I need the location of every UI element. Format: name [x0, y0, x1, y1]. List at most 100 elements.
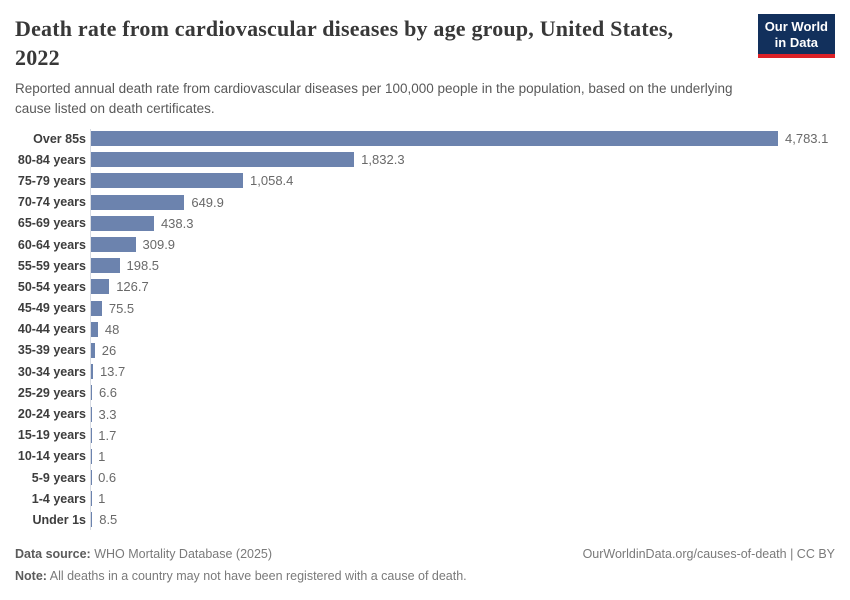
value-label: 1,832.3 [361, 152, 405, 168]
category-label: 65-69 years [17, 216, 86, 231]
bar-area: 309.9 [91, 234, 175, 255]
bar[interactable] [91, 364, 93, 380]
chart-row: 1-4 years 1 [15, 488, 835, 509]
bar[interactable] [91, 342, 95, 358]
value-label: 1,058.4 [250, 173, 294, 189]
data-source-line: Data source: WHO Mortality Database (202… [15, 546, 272, 562]
bar-area: 26 [91, 340, 116, 361]
footer: Data source: WHO Mortality Database (202… [15, 546, 835, 584]
chart-row: 55-59 years 198.5 [15, 255, 835, 276]
category-label: 50-54 years [17, 279, 86, 294]
bar-area: 6.6 [91, 382, 117, 403]
value-label: 4,783.1 [785, 131, 829, 147]
value-label: 3.3 [98, 406, 117, 422]
category-label: 60-64 years [17, 237, 86, 252]
category-label: 5-9 years [31, 470, 86, 485]
credit-link[interactable]: OurWorldinData.org/causes-of-death | CC … [582, 546, 835, 561]
bar-area: 48 [91, 319, 119, 340]
chart-row: Under 1s 8.5 [15, 509, 835, 530]
category-label: 80-84 years [17, 152, 86, 167]
value-label: 126.7 [116, 279, 149, 295]
footer-top: Data source: WHO Mortality Database (202… [15, 546, 835, 562]
value-label: 48 [104, 321, 120, 337]
bar[interactable] [91, 321, 98, 337]
category-label: 75-79 years [17, 173, 86, 188]
value-label: 1.7 [98, 427, 117, 443]
bar[interactable] [91, 300, 102, 316]
note-label: Note: [15, 568, 47, 583]
bar[interactable] [91, 131, 778, 147]
bar[interactable] [91, 215, 154, 231]
chart-row: 65-69 years 438.3 [15, 213, 835, 234]
bar[interactable] [91, 279, 110, 295]
chart-row: 5-9 years 0.6 [15, 467, 835, 488]
chart-row: 25-29 years 6.6 [15, 382, 835, 403]
chart-row: 70-74 years 649.9 [15, 192, 835, 213]
value-label: 1 [98, 491, 106, 507]
data-source-text: WHO Mortality Database (2025) [90, 546, 273, 561]
bar-area: 1.7 [91, 425, 116, 446]
owid-logo-line2: in Data [774, 35, 819, 50]
category-label: 30-34 years [17, 364, 86, 379]
chart-row: 15-19 years 1.7 [15, 425, 835, 446]
category-label: 25-29 years [17, 385, 86, 400]
category-label: 10-14 years [17, 449, 86, 464]
value-label: 198.5 [126, 258, 160, 274]
y-axis-line [90, 129, 91, 530]
value-label: 309.9 [142, 237, 176, 253]
owid-logo-line1: Our World [764, 19, 828, 34]
bar[interactable] [91, 385, 92, 401]
category-label: 40-44 years [17, 322, 86, 337]
category-label: 15-19 years [17, 428, 86, 443]
bar-area: 4,783.1 [91, 128, 828, 149]
bar-area: 438.3 [91, 213, 194, 234]
bar-area: 3.3 [91, 403, 117, 424]
value-label: 26 [101, 342, 117, 358]
value-label: 649.9 [191, 194, 224, 210]
bar[interactable] [91, 512, 93, 528]
bar-area: 13.7 [91, 361, 125, 382]
bar[interactable] [91, 173, 244, 189]
data-source-label: Data source: [15, 546, 91, 561]
category-label: 35-39 years [17, 343, 86, 358]
bar-area: 1 [91, 446, 105, 467]
bar[interactable] [91, 258, 120, 274]
chart-row: 35-39 years 26 [15, 340, 835, 361]
chart-title: Death rate from cardiovascular diseases … [15, 14, 758, 72]
title-block: Death rate from cardiovascular diseases … [15, 14, 758, 119]
value-label: 13.7 [99, 364, 126, 380]
chart-row: 30-34 years 13.7 [15, 361, 835, 382]
chart-row: 45-49 years 75.5 [15, 298, 835, 319]
bar[interactable] [91, 152, 355, 168]
bar-area: 198.5 [91, 255, 159, 276]
bar-chart: Over 85s 4,783.1 80-84 years 1,832.3 75-79 y… [15, 128, 835, 531]
chart-row: 40-44 years 48 [15, 319, 835, 340]
bar-area: 1 [91, 488, 105, 509]
bar-area: 8.5 [91, 509, 117, 530]
chart-row: 80-84 years 1,832.3 [15, 149, 835, 170]
category-label: Under 1s [32, 512, 87, 527]
category-label: 1-4 years [31, 491, 86, 506]
category-label: Over 85s [33, 131, 86, 146]
bar-area: 649.9 [91, 192, 224, 213]
bar[interactable] [91, 237, 136, 253]
bar[interactable] [91, 194, 185, 210]
chart-row: 75-79 years 1,058.4 [15, 170, 835, 191]
chart-row: 60-64 years 309.9 [15, 234, 835, 255]
bar-area: 75.5 [91, 298, 134, 319]
chart-title-line2: 2022 [15, 45, 60, 70]
bar-area: 0.6 [91, 467, 116, 488]
note-line: Note: All deaths in a country may not ha… [15, 568, 835, 584]
chart-rows: Over 85s 4,783.1 80-84 years 1,832.3 75-79 y… [15, 128, 835, 531]
value-label: 6.6 [98, 385, 118, 401]
bar-area: 1,058.4 [91, 170, 293, 191]
bar-area: 1,832.3 [91, 149, 405, 170]
note-text: All deaths in a country may not have bee… [46, 568, 467, 583]
category-label: 70-74 years [17, 195, 86, 210]
value-label: 438.3 [160, 215, 194, 231]
category-label: 55-59 years [17, 258, 86, 273]
bar-area: 126.7 [91, 276, 149, 297]
chart-subtitle: Reported annual death rate from cardiova… [15, 81, 733, 116]
owid-logo[interactable]: Our World in Data [757, 14, 835, 58]
